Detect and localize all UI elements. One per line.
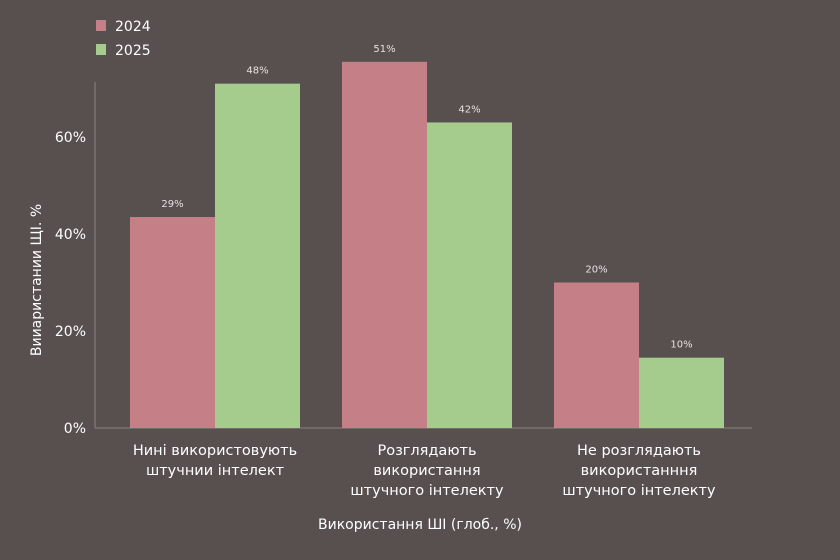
legend-swatch-2025 — [96, 44, 106, 55]
bar-2024-3 — [554, 282, 639, 428]
category-label: штучного інтелекту — [350, 483, 504, 499]
legend: 2024 2025 — [96, 19, 151, 59]
bar-2024-1 — [130, 217, 215, 428]
y-axis-title: Вииаристании ЩІ. % — [29, 204, 45, 356]
data-label: 20% — [585, 265, 607, 276]
data-label: 48% — [246, 66, 268, 77]
category-label: Не розглядають — [577, 443, 701, 459]
y-tick-label: 20% — [55, 324, 86, 340]
bar-2024-2 — [342, 61, 427, 428]
data-label: 51% — [373, 44, 395, 55]
y-tick-label: 0% — [64, 421, 86, 437]
category-label: штучнии інтелект — [146, 463, 285, 479]
legend-label-2025: 2025 — [115, 43, 151, 59]
bar-2025-3 — [639, 357, 724, 428]
data-label: 29% — [161, 199, 183, 210]
category-label: Розглядають — [377, 443, 476, 459]
legend-label-2024: 2024 — [115, 19, 151, 35]
bar-2025-2 — [427, 122, 512, 428]
y-tick-label: 60% — [55, 130, 86, 146]
data-label: 42% — [458, 104, 480, 115]
category-label: Нині використовують — [133, 443, 297, 459]
data-label: 10% — [670, 340, 692, 351]
x-axis-title: Використання ШІ (глоб., %) — [318, 517, 522, 533]
labels: 0% 20% 40% 60% 29% 51% 20% 48% 42% 10% Нині викори… — [55, 44, 716, 499]
category-label: використанння — [581, 463, 698, 479]
y-tick-label: 40% — [55, 227, 86, 243]
legend-swatch-2024 — [96, 20, 106, 31]
bars — [130, 61, 724, 429]
bar-2025-1 — [215, 83, 300, 429]
category-label: використання — [373, 463, 480, 479]
category-label: штучного інтелекту — [562, 483, 716, 499]
